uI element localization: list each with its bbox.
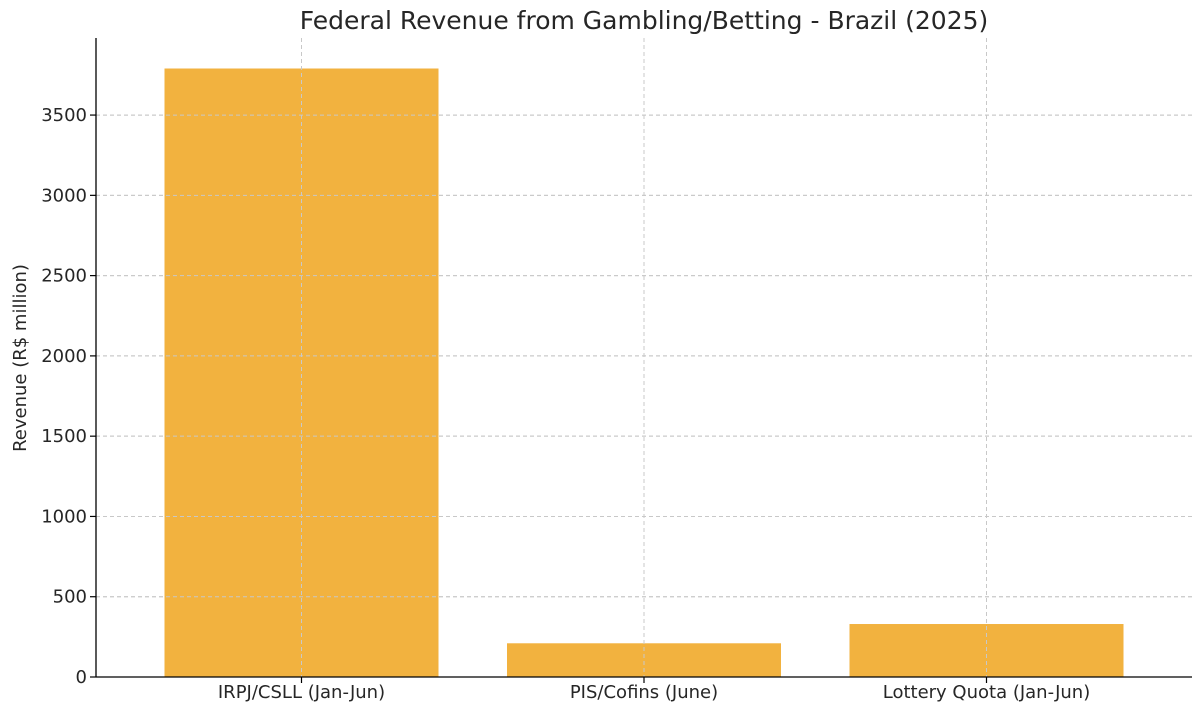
- bars-group: [96, 38, 1192, 678]
- y-tick-label: 3000: [41, 185, 87, 206]
- x-tick-label: PIS/Cofins (June): [570, 682, 718, 703]
- x-tick-label: Lottery Quota (Jan-Jun): [883, 682, 1091, 703]
- bar: [164, 68, 439, 678]
- y-tick-label: 1500: [41, 426, 87, 447]
- y-tick-label: 2500: [41, 266, 87, 287]
- y-ticks: 0 500 1000 1500 2000 2500 3000 3500: [41, 105, 96, 688]
- x-tick-label: IRPJ/CSLL (Jan-Jun): [218, 682, 385, 703]
- y-tick-label: 1000: [41, 506, 87, 527]
- y-tick-label: 0: [76, 667, 87, 688]
- chart-title: Federal Revenue from Gambling/Betting - …: [300, 6, 989, 35]
- y-tick-label: 2000: [41, 346, 87, 367]
- y-tick-label: 3500: [41, 105, 87, 126]
- y-tick-label: 500: [53, 587, 87, 608]
- y-axis-label: Revenue (R$ million): [10, 264, 31, 452]
- x-ticks: IRPJ/CSLL (Jan-Jun) PIS/Cofins (June) Lott…: [218, 677, 1090, 703]
